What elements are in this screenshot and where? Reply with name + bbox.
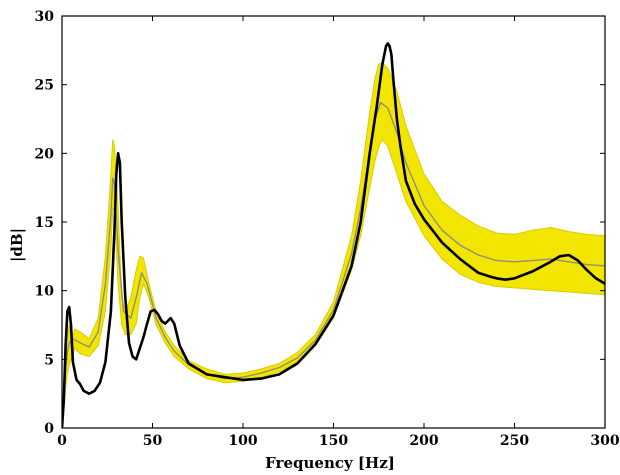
y-tick-label: 10: [35, 284, 55, 300]
uncertainty-band: [62, 62, 605, 428]
x-tick-label: 250: [500, 433, 529, 449]
y-tick-label: 15: [35, 215, 54, 231]
x-tick-label: 300: [590, 433, 619, 449]
y-axis-title: |dB|: [8, 228, 26, 262]
y-tick-label: 30: [35, 9, 55, 25]
x-axis-title: Frequency [Hz]: [265, 454, 395, 472]
x-tick-label: 100: [228, 433, 257, 449]
y-tick-label: 25: [35, 78, 54, 94]
series-group: [62, 42, 605, 428]
y-tick-label: 0: [44, 421, 54, 437]
x-tick-label: 150: [319, 433, 348, 449]
y-tick-label: 20: [35, 146, 55, 162]
x-tick-label: 50: [143, 433, 163, 449]
y-tick-label: 5: [44, 352, 54, 368]
plot-area: [62, 42, 605, 428]
mean-response-line: [62, 101, 605, 428]
measured-response-line: [62, 42, 605, 428]
x-tick-label: 200: [409, 433, 438, 449]
x-tick-label: 0: [57, 433, 67, 449]
axes: 0 50 100 150 200 250 300 0 5 10 15 20 25 30: [35, 9, 620, 449]
